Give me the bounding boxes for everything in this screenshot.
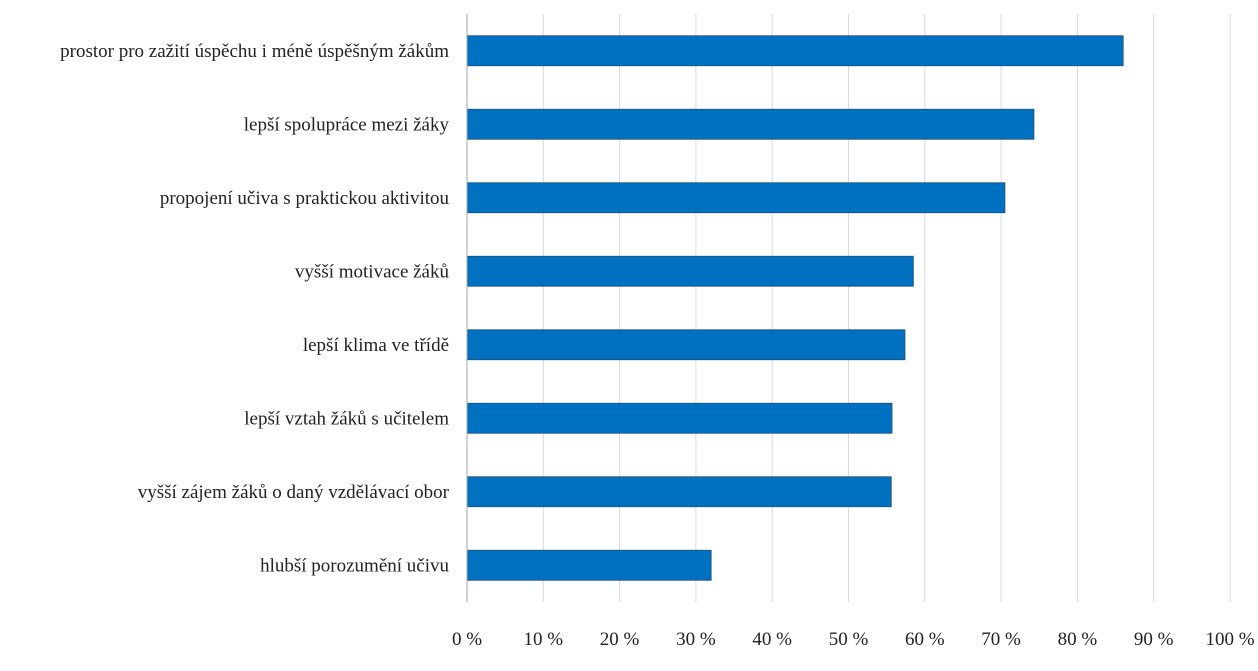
category-label: propojení učiva s praktickou aktivitou xyxy=(160,188,450,209)
x-tick-label: 20 % xyxy=(600,629,640,650)
category-label: vyšší zájem žáků o daný vzdělávací obor xyxy=(138,482,450,503)
x-tick-label: 100 % xyxy=(1205,629,1254,650)
x-tick-label: 50 % xyxy=(829,629,869,650)
bar xyxy=(466,329,906,361)
x-tick-label: 30 % xyxy=(676,629,716,650)
category-label: prostor pro zažití úspěchu i méně úspěšn… xyxy=(60,41,449,62)
x-tick-labels: 0 % 10 % 20 % 30 % 40 % 50 % 60 % 70 % 80 % 90 % 1… xyxy=(452,629,1255,650)
bar xyxy=(466,35,1124,67)
x-tick-label: 70 % xyxy=(981,629,1021,650)
bar xyxy=(466,402,893,434)
bar xyxy=(466,108,1035,140)
x-tick-label: 10 % xyxy=(524,629,564,650)
bar xyxy=(466,182,1006,214)
gridlines xyxy=(542,14,1231,602)
x-tick-label: 80 % xyxy=(1058,629,1098,650)
bar xyxy=(466,255,914,287)
x-tick-label: 60 % xyxy=(905,629,945,650)
bars xyxy=(466,35,1124,581)
x-tick-label: 40 % xyxy=(752,629,792,650)
bar xyxy=(466,476,892,508)
x-tick-label: 0 % xyxy=(452,629,482,650)
bar xyxy=(466,549,712,581)
category-label: vyšší motivace žáků xyxy=(295,261,450,282)
category-label: hlubší porozumění učivu xyxy=(260,555,449,576)
category-label: lepší vztah žáků s učitelem xyxy=(244,408,449,429)
category-label: lepší klima ve třídě xyxy=(303,335,449,356)
x-tick-label: 90 % xyxy=(1134,629,1174,650)
category-label: lepší spolupráce mezi žáky xyxy=(244,114,450,135)
category-labels: prostor pro zažití úspěchu i méně úspěšn… xyxy=(60,41,450,577)
